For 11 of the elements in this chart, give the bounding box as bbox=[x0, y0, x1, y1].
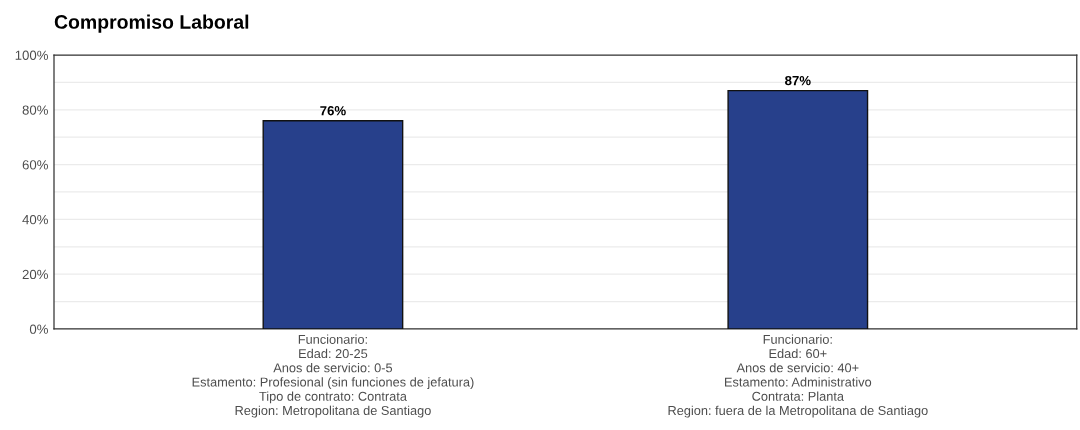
y-tick-label: 60% bbox=[22, 160, 48, 170]
y-tick-label: 20% bbox=[22, 269, 48, 280]
x-tick-label: Funcionario: Edad: 60+ Anos de servicio: 40+ Estamento: Administrativo Contrata: Planta Region: fuera de la Metropolitana de Santiago bbox=[668, 334, 928, 418]
data-label: 76% bbox=[320, 106, 346, 116]
chart-title: Compromiso Laboral bbox=[54, 14, 249, 33]
y-tick-label: 80% bbox=[22, 105, 48, 115]
data-label: 87% bbox=[785, 75, 811, 86]
y-tick-label: 40% bbox=[22, 214, 48, 225]
y-tick-label: 100% bbox=[15, 50, 48, 60]
x-tick-label: Funcionario: Edad: 20-25 Anos de servicio: 0-5 Estamento: Profesional (sin funciones de jefatura) Tipo de contrato: Contrata Region: Metropolitana de Santiago bbox=[192, 334, 474, 418]
y-tick-label: 0% bbox=[29, 324, 48, 334]
